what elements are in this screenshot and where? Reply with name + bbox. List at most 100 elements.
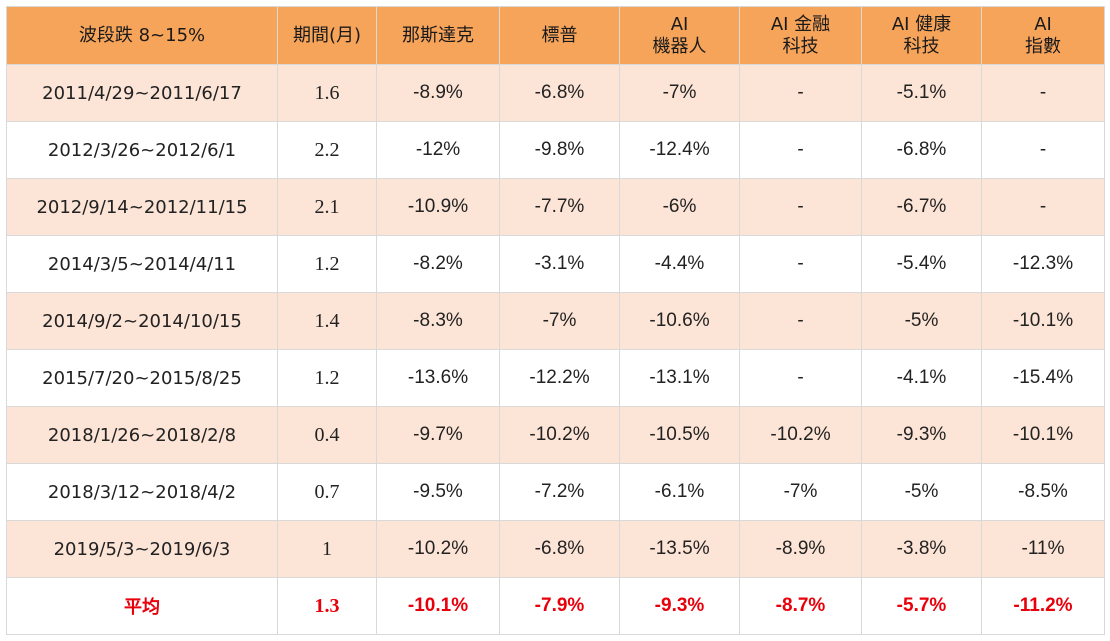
- cell-nasdaq: -8.9%: [376, 64, 500, 122]
- cell-period: 1.2: [277, 349, 377, 407]
- cell-range: 2012/9/14~2012/11/15: [6, 178, 278, 236]
- cell-sp500: -7%: [499, 292, 620, 350]
- cell-ai-fintech: -10.2%: [739, 406, 862, 464]
- cell-nasdaq: -8.2%: [376, 235, 500, 293]
- cell-ai-robotics: -13.5%: [619, 520, 740, 578]
- cell-ai-robotics: -6.1%: [619, 463, 740, 521]
- table-body: 2011/4/29~2011/6/17 1.6 -8.9% -6.8% -7% - -5.1…: [6, 64, 1105, 635]
- cell-range: 2018/3/12~2018/4/2: [6, 463, 278, 521]
- cell-ai-healthtech: -3.8%: [861, 520, 982, 578]
- cell-sp500: -3.1%: [499, 235, 620, 293]
- average-nasdaq: -10.1%: [376, 577, 500, 635]
- cell-ai-healthtech: -5%: [861, 292, 982, 350]
- average-ai-index: -11.2%: [981, 577, 1105, 635]
- cell-range: 2012/3/26~2012/6/1: [6, 121, 278, 179]
- cell-range: 2019/5/3~2019/6/3: [6, 520, 278, 578]
- cell-ai-robotics: -10.5%: [619, 406, 740, 464]
- cell-ai-healthtech: -5.4%: [861, 235, 982, 293]
- cell-ai-index: -: [981, 121, 1105, 179]
- header-ai-fintech: AI 金融 科技: [739, 6, 862, 65]
- cell-period: 1.6: [277, 64, 377, 122]
- header-nasdaq: 那斯達克: [376, 6, 500, 65]
- cell-nasdaq: -9.7%: [376, 406, 500, 464]
- cell-range: 2018/1/26~2018/2/8: [6, 406, 278, 464]
- drawdown-comparison-table: 波段跌 8~15% 期間(月) 那斯達克 標普 AI 機器人 AI 金融 科技: [6, 6, 1105, 635]
- cell-ai-fintech: -: [739, 64, 862, 122]
- average-period: 1.3: [277, 577, 377, 635]
- cell-ai-fintech: -: [739, 235, 862, 293]
- table-row: 2014/9/2~2014/10/15 1.4 -8.3% -7% -10.6% - -5%…: [6, 292, 1105, 350]
- average-sp500: -7.9%: [499, 577, 620, 635]
- header-ai-index: AI 指數: [981, 6, 1105, 65]
- table-row: 2018/3/12~2018/4/2 0.7 -9.5% -7.2% -6.1% -7% -…: [6, 463, 1105, 521]
- cell-period: 1: [277, 520, 377, 578]
- cell-ai-healthtech: -5%: [861, 463, 982, 521]
- cell-sp500: -10.2%: [499, 406, 620, 464]
- table-row: 2019/5/3~2019/6/3 1 -10.2% -6.8% -13.5% -8.9%…: [6, 520, 1105, 578]
- cell-range: 2014/9/2~2014/10/15: [6, 292, 278, 350]
- cell-sp500: -6.8%: [499, 520, 620, 578]
- table-row: 2012/9/14~2012/11/15 2.1 -10.9% -7.7% -6% - -6…: [6, 178, 1105, 236]
- cell-period: 0.4: [277, 406, 377, 464]
- cell-ai-fintech: -7%: [739, 463, 862, 521]
- cell-ai-index: -10.1%: [981, 406, 1105, 464]
- cell-nasdaq: -9.5%: [376, 463, 500, 521]
- table-row: 2011/4/29~2011/6/17 1.6 -8.9% -6.8% -7% - -5.1…: [6, 64, 1105, 122]
- cell-range: 2014/3/5~2014/4/11: [6, 235, 278, 293]
- cell-sp500: -7.2%: [499, 463, 620, 521]
- cell-nasdaq: -8.3%: [376, 292, 500, 350]
- cell-nasdaq: -12%: [376, 121, 500, 179]
- cell-ai-healthtech: -9.3%: [861, 406, 982, 464]
- cell-ai-healthtech: -4.1%: [861, 349, 982, 407]
- cell-ai-fintech: -: [739, 121, 862, 179]
- cell-ai-robotics: -6%: [619, 178, 740, 236]
- cell-ai-robotics: -12.4%: [619, 121, 740, 179]
- cell-range: 2015/7/20~2015/8/25: [6, 349, 278, 407]
- cell-period: 0.7: [277, 463, 377, 521]
- header-ai-robotics: AI 機器人: [619, 6, 740, 65]
- average-label: 平均: [6, 577, 278, 635]
- header-range: 波段跌 8~15%: [6, 6, 278, 65]
- header-row: 波段跌 8~15% 期間(月) 那斯達克 標普 AI 機器人 AI 金融 科技: [6, 6, 1105, 65]
- average-ai-healthtech: -5.7%: [861, 577, 982, 635]
- cell-ai-index: -15.4%: [981, 349, 1105, 407]
- table-row: 2012/3/26~2012/6/1 2.2 -12% -9.8% -12.4% - -6.…: [6, 121, 1105, 179]
- cell-ai-index: -11%: [981, 520, 1105, 578]
- cell-ai-index: -: [981, 178, 1105, 236]
- header-sp500: 標普: [499, 6, 620, 65]
- cell-period: 1.2: [277, 235, 377, 293]
- cell-nasdaq: -10.9%: [376, 178, 500, 236]
- cell-ai-healthtech: -6.7%: [861, 178, 982, 236]
- table-row: 2014/3/5~2014/4/11 1.2 -8.2% -3.1% -4.4% - -5.…: [6, 235, 1105, 293]
- cell-ai-index: -12.3%: [981, 235, 1105, 293]
- table-row: 2018/1/26~2018/2/8 0.4 -9.7% -10.2% -10.5% -1…: [6, 406, 1105, 464]
- cell-ai-fintech: -: [739, 349, 862, 407]
- cell-ai-fintech: -8.9%: [739, 520, 862, 578]
- cell-sp500: -12.2%: [499, 349, 620, 407]
- cell-sp500: -6.8%: [499, 64, 620, 122]
- average-ai-robotics: -9.3%: [619, 577, 740, 635]
- cell-period: 2.1: [277, 178, 377, 236]
- header-period: 期間(月): [277, 6, 377, 65]
- average-row: 平均 1.3 -10.1% -7.9% -9.3% -8.7% -5.7% -1…: [6, 577, 1105, 635]
- cell-ai-robotics: -4.4%: [619, 235, 740, 293]
- cell-ai-index: -10.1%: [981, 292, 1105, 350]
- cell-ai-fintech: -: [739, 178, 862, 236]
- cell-ai-fintech: -: [739, 292, 862, 350]
- cell-ai-healthtech: -5.1%: [861, 64, 982, 122]
- cell-ai-robotics: -13.1%: [619, 349, 740, 407]
- cell-ai-robotics: -10.6%: [619, 292, 740, 350]
- cell-ai-index: -: [981, 64, 1105, 122]
- cell-sp500: -9.8%: [499, 121, 620, 179]
- table-wrapper: 波段跌 8~15% 期間(月) 那斯達克 標普 AI 機器人 AI 金融 科技: [6, 6, 1105, 635]
- cell-nasdaq: -13.6%: [376, 349, 500, 407]
- table-row: 2015/7/20~2015/8/25 1.2 -13.6% -12.2% -13.1%…: [6, 349, 1105, 407]
- cell-ai-healthtech: -6.8%: [861, 121, 982, 179]
- cell-sp500: -7.7%: [499, 178, 620, 236]
- cell-period: 1.4: [277, 292, 377, 350]
- cell-range: 2011/4/29~2011/6/17: [6, 64, 278, 122]
- average-ai-fintech: -8.7%: [739, 577, 862, 635]
- header-ai-healthtech: AI 健康 科技: [861, 6, 982, 65]
- cell-ai-robotics: -7%: [619, 64, 740, 122]
- cell-period: 2.2: [277, 121, 377, 179]
